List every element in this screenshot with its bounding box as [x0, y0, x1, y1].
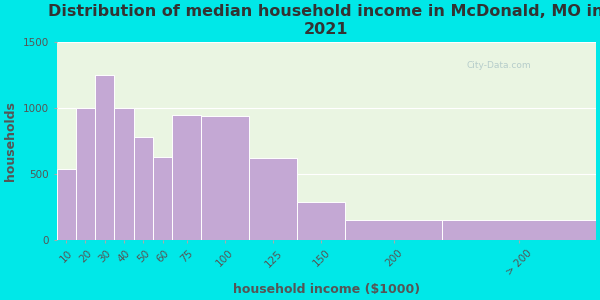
Bar [153, 157, 172, 240]
Text: City-Data.com: City-Data.com [466, 61, 531, 70]
Bar [134, 137, 153, 240]
Bar [56, 169, 76, 240]
Bar [172, 115, 201, 240]
Bar [346, 220, 442, 240]
Bar [249, 158, 298, 240]
Bar [201, 116, 249, 240]
Bar [115, 108, 134, 240]
Bar [76, 108, 95, 240]
X-axis label: household income ($1000): household income ($1000) [233, 283, 420, 296]
Bar [95, 75, 115, 240]
Bar [298, 202, 346, 240]
Title: Distribution of median household income in McDonald, MO in
2021: Distribution of median household income … [49, 4, 600, 37]
Y-axis label: households: households [4, 101, 17, 181]
Bar [442, 220, 596, 240]
